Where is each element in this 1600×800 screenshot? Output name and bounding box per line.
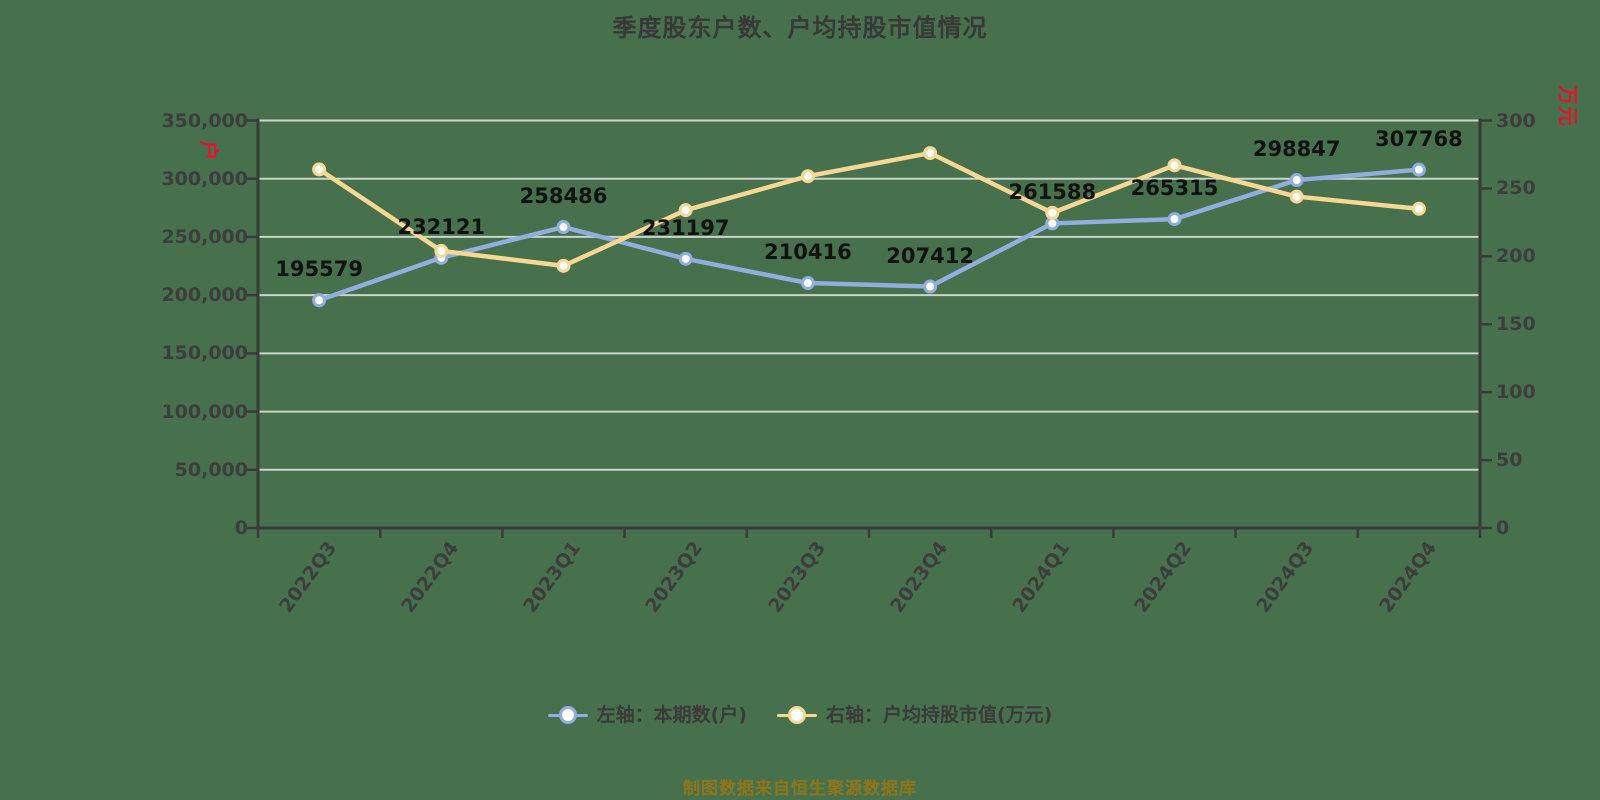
gridlines (258, 119, 1480, 471)
data-label-2024Q3: 298847 (1252, 137, 1341, 162)
left-axis-tick: 200,000 (161, 284, 248, 307)
data-point-2023Q3[interactable] (800, 169, 815, 184)
data-point-2022Q3[interactable] (312, 293, 327, 308)
data-label-2023Q4: 207412 (886, 243, 974, 268)
data-point-2024Q3[interactable] (1289, 189, 1304, 204)
chart-title: 季度股东户数、户均持股市值情况 (612, 14, 988, 42)
series-blue (312, 162, 1426, 308)
left-axis-tick: 150,000 (161, 342, 248, 365)
left-axis-tick: 250,000 (161, 225, 248, 248)
data-point-2023Q4[interactable] (923, 146, 938, 161)
data-label-2022Q4: 232121 (397, 214, 486, 239)
left-axis-tick: 300,000 (161, 167, 248, 190)
data-label-2022Q3: 195579 (275, 257, 363, 282)
data-point-2023Q2[interactable] (678, 251, 693, 266)
legend-marker-icon (547, 706, 588, 724)
data-point-2024Q4[interactable] (1411, 162, 1426, 177)
data-point-2023Q4[interactable] (923, 279, 938, 294)
data-point-2022Q4[interactable] (434, 243, 449, 258)
data-point-2024Q1[interactable] (1045, 205, 1060, 220)
right-axis-tick: 250 (1496, 177, 1536, 200)
data-label-2024Q1: 261588 (1008, 180, 1097, 205)
data-point-2022Q3[interactable] (312, 162, 327, 177)
left-axis-tick: 50,000 (174, 458, 248, 481)
footer-note: 制图数据来自恒生聚源数据库 (683, 779, 917, 799)
right-axis-unit-label: 万元 (1556, 85, 1580, 127)
data-point-2024Q2[interactable] (1167, 212, 1182, 227)
data-label-2023Q3: 210416 (764, 240, 852, 265)
data-point-2023Q1[interactable] (556, 258, 571, 273)
data-point-2024Q4[interactable] (1411, 201, 1426, 216)
left-axis-unit-label: 户 (197, 140, 221, 162)
left-axis-tick: 100,000 (161, 400, 248, 423)
legend-label: 右轴：户均持股市值(万元) (826, 704, 1053, 726)
right-axis-tick: 50 (1496, 449, 1523, 472)
legend-item-right-axis-series[interactable]: 右轴：户均持股市值(万元) (777, 703, 1052, 727)
legend-item-left-axis-series[interactable]: 左轴：本期数(户) (547, 703, 747, 727)
data-label-2023Q2: 231197 (641, 215, 730, 240)
right-axis-tick: 200 (1496, 245, 1536, 268)
data-point-2023Q3[interactable] (800, 276, 815, 291)
right-axis-tick: 150 (1496, 313, 1536, 336)
left-axis-tick: 0 (234, 517, 248, 539)
left-axis-tick: 350,000 (161, 109, 248, 132)
legend-marker-icon (777, 706, 817, 724)
right-axis-tick: 0 (1496, 517, 1510, 539)
data-point-2023Q1[interactable] (556, 220, 571, 235)
axis-lines (247, 118, 1492, 538)
data-point-2023Q2[interactable] (678, 203, 693, 218)
chart-legend: 左轴：本期数(户) 右轴：户均持股市值(万元) (0, 703, 1600, 727)
data-label-2024Q4: 307768 (1375, 126, 1463, 151)
series-yellow (312, 146, 1426, 273)
data-point-2024Q3[interactable] (1289, 173, 1304, 188)
data-point-2024Q2[interactable] (1167, 158, 1182, 173)
right-axis-tick: 300 (1496, 109, 1536, 132)
right-axis-tick: 100 (1496, 381, 1536, 404)
data-label-2024Q2: 265315 (1130, 176, 1219, 201)
data-label-2023Q1: 258486 (519, 184, 608, 209)
legend-label: 左轴：本期数(户) (596, 704, 747, 726)
